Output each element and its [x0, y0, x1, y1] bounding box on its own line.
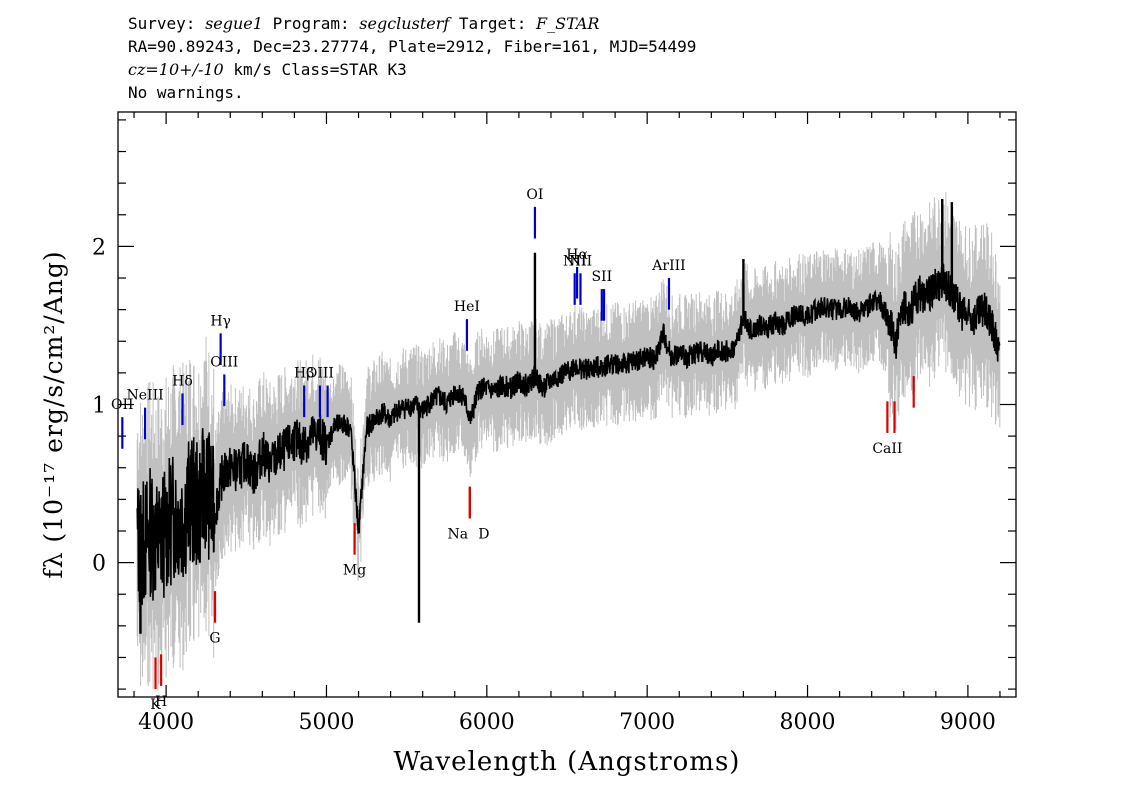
header-line-1: Survey: segue1 Program: segclusterf Targ… [128, 12, 696, 35]
y-axis-label: fλ (10⁻¹⁷ erg/s/cm²/Ang) [39, 250, 68, 578]
y-tick-label: 1 [92, 394, 106, 419]
y-tick-label: 0 [92, 552, 106, 577]
absorption-line-label: H [155, 694, 167, 710]
x-axis-label: Wavelength (Angstroms) [394, 747, 741, 777]
absorption-line-label: Na [448, 526, 469, 542]
emission-line-label: OIII [210, 354, 238, 370]
program-value: segclusterf [359, 14, 450, 33]
y-tick-label: 2 [92, 235, 106, 260]
emission-line-label: Hδ [172, 373, 193, 389]
emission-line-label: HeI [454, 299, 480, 315]
emission-line-label: SII [591, 269, 612, 285]
target-label: Target: [458, 14, 527, 33]
absorption-line-label: D [478, 526, 489, 542]
x-tick-label: 6000 [459, 710, 515, 735]
emission-line-label: Hα [566, 247, 588, 263]
x-tick-label: 5000 [298, 710, 354, 735]
x-tick-label: 8000 [780, 710, 836, 735]
absorption-line-label: K [150, 697, 161, 713]
absorption-line-label: CaII [872, 441, 902, 457]
x-tick-label: 9000 [940, 710, 996, 735]
emission-line-label: OIII [306, 366, 334, 382]
emission-line-label: Hβ [294, 366, 314, 382]
absorption-line-label: G [209, 631, 220, 647]
emission-line-label: ArIII [651, 258, 685, 274]
survey-value: segue1 [205, 14, 263, 33]
emission-line-label: Hγ [210, 313, 231, 329]
header-line-4: No warnings. [128, 83, 244, 102]
redshift-value: cz=10+/-10 [128, 60, 224, 79]
emission-line-label: OII [111, 397, 134, 413]
program-label: Program: [272, 14, 350, 33]
header-line-3: cz=10+/-10 km/s Class=STAR K3 [128, 58, 696, 81]
spectral-line-markers: OIINeIIIHδHγOIIIHβOIIIHeIOINIIHαNIISIIAr… [111, 187, 915, 713]
emission-line-label: OI [526, 187, 543, 203]
target-value: F_STAR [536, 14, 600, 33]
flux-series-line [136, 263, 1001, 605]
emission-line-label: NII [569, 253, 592, 269]
survey-label: Survey: [128, 14, 196, 33]
x-tick-label: 4000 [138, 710, 194, 735]
header-line-2: RA=90.89243, Dec=23.27774, Plate=2912, F… [128, 37, 697, 56]
x-tick-label: 7000 [619, 710, 675, 735]
spectrum-header: Survey: segue1 Program: segclusterf Targ… [128, 12, 696, 104]
axis-ticks: 4000 5000 6000 7000 8000 9000 0 1 2 [92, 112, 1016, 735]
emission-line-label: NII [563, 253, 586, 269]
emission-line-label: NeIII [127, 388, 164, 404]
class-value: km/s Class=STAR K3 [233, 60, 407, 79]
spike-group [139, 198, 954, 634]
absorption-line-label: Mg [343, 563, 366, 579]
